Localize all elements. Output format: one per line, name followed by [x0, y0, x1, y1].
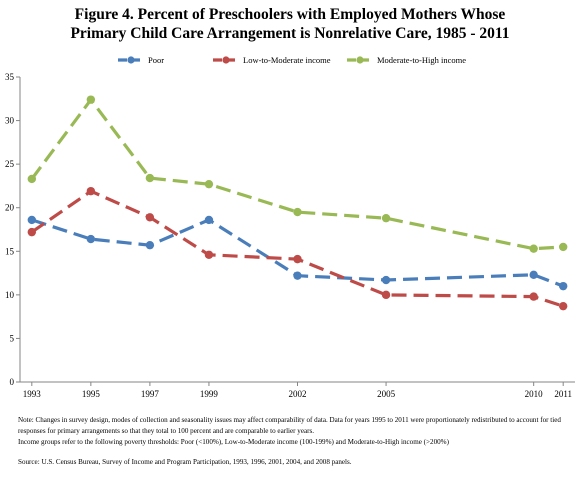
x-axis-ticks: 1993 1995 1997 1999 2002 2005 2010 2011 [23, 382, 572, 399]
data-point-moderate-to-high-income [558, 242, 568, 252]
chart-title: Figure 4. Percent of Preschoolers with E… [0, 5, 580, 43]
data-point-poor [204, 215, 214, 225]
y-axis-ticks: 0 5 10 15 20 25 30 35 [5, 72, 20, 387]
data-point-poor [86, 234, 96, 244]
legend-marker-poor [127, 56, 135, 64]
x-tick-label: 2010 [525, 389, 544, 399]
data-point-poor [293, 271, 302, 280]
data-point-low-to-moderate-income [558, 301, 568, 311]
data-point-low-to-moderate-income [529, 292, 538, 301]
y-tick-label: 25 [5, 159, 15, 169]
chart-title-line-2: Primary Child Care Arrangement is Nonrel… [70, 25, 510, 42]
x-tick-label: 2005 [377, 389, 396, 399]
data-point-moderate-to-high-income [204, 179, 214, 189]
legend-label-poor: Poor [148, 55, 164, 65]
series-lines [27, 95, 568, 311]
data-point-low-to-moderate-income [204, 250, 214, 259]
chart-title-line-1: Figure 4. Percent of Preschoolers with E… [74, 6, 506, 23]
data-point-moderate-to-high-income [145, 173, 155, 183]
series-line-low-to-moderate-income [30, 189, 564, 308]
data-point-low-to-moderate-income [293, 254, 302, 264]
legend-marker-moderate-to-high-income [356, 56, 364, 64]
y-tick-label: 30 [5, 116, 15, 126]
x-tick-label: 1997 [141, 389, 160, 399]
legend-marker-low-to-moderate-income [222, 56, 230, 64]
x-tick-label: 2011 [554, 389, 572, 399]
y-tick-label: 35 [5, 72, 15, 82]
legend-label-moderate-to-high-income: Moderate-to-High income [377, 55, 466, 65]
y-tick-label: 10 [5, 290, 15, 300]
y-tick-label: 15 [5, 246, 15, 256]
source-text: Source: U.S. Census Bureau, Survey of In… [18, 457, 352, 466]
data-point-poor [529, 270, 538, 280]
data-point-moderate-to-high-income [293, 207, 302, 217]
chart-notes: Note: Changes in survey design, modes of… [18, 415, 574, 468]
chart-axes [19, 77, 575, 383]
data-point-low-to-moderate-income [145, 213, 155, 222]
chart-legend: Poor Low-to-Moderate income Moderate-to-Hi… [118, 55, 466, 65]
data-point-low-to-moderate-income [381, 290, 391, 300]
legend-label-low-to-moderate-income: Low-to-Moderate income [243, 55, 331, 65]
data-point-moderate-to-high-income [381, 213, 391, 223]
x-tick-label: 1993 [23, 389, 42, 399]
data-point-low-to-moderate-income [86, 186, 96, 196]
data-point-poor [381, 275, 391, 285]
data-point-moderate-to-high-income [86, 95, 96, 104]
y-tick-label: 20 [5, 203, 15, 213]
note-text-2: Income groups refer to the following pov… [18, 438, 449, 447]
y-tick-label: 5 [10, 333, 15, 343]
data-point-poor [145, 240, 155, 250]
series-line-poor [31, 218, 564, 288]
x-tick-label: 1995 [82, 389, 101, 399]
data-point-poor [558, 281, 568, 291]
series-line-moderate-to-high-income [30, 98, 564, 251]
y-tick-label: 0 [10, 377, 15, 387]
x-tick-label: 1999 [200, 389, 219, 399]
data-point-poor [27, 215, 37, 225]
data-point-moderate-to-high-income [529, 244, 538, 253]
data-point-low-to-moderate-income [27, 227, 37, 237]
note-text-1: Note: Changes in survey design, modes of… [18, 416, 561, 436]
data-point-moderate-to-high-income [27, 174, 37, 184]
x-tick-label: 2002 [289, 389, 307, 399]
